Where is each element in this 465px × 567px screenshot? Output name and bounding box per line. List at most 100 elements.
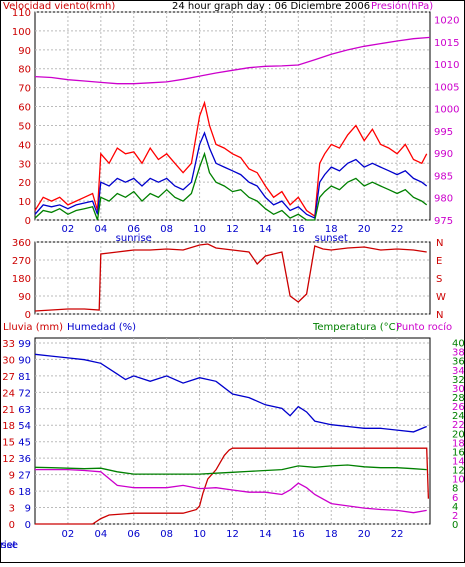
humidity-tick-label: 90 <box>18 355 31 366</box>
temperature-tick-label: 28 <box>452 393 465 404</box>
x-tick-label: 22 <box>391 529 404 540</box>
series-line-dewpoint <box>35 468 427 514</box>
rain-tick-label: 6 <box>9 487 15 498</box>
temperature-tick-label: 38 <box>452 348 465 359</box>
temperature-tick-label: 36 <box>452 357 465 368</box>
wind-speed-tick-label: 110 <box>12 8 31 19</box>
pressure-tick-label: 985 <box>434 171 453 182</box>
humidity-tick-label: 81 <box>18 372 31 383</box>
temperature-tick-label: 22 <box>452 420 465 431</box>
rain-tick-label: 33 <box>2 339 15 350</box>
wind-speed-tick-label: 100 <box>12 27 31 38</box>
pressure-tick-label: 1000 <box>434 105 459 116</box>
series-line-temperature <box>34 464 427 475</box>
x-tick-label: 10 <box>193 224 206 235</box>
series-line-humidity <box>34 353 427 433</box>
wind-speed-tick-label: 30 <box>18 159 31 170</box>
temperature-tick-label: 18 <box>452 438 465 449</box>
temperature-tick-label: 40 <box>452 339 465 350</box>
x-tick-label: 02 <box>62 529 75 540</box>
wind-speed-tick-label: 40 <box>18 140 31 151</box>
x-tick-label: 22 <box>391 224 404 235</box>
x-tick-label: 06 <box>127 224 140 235</box>
wind-speed-tick-label: 0 <box>25 216 31 227</box>
humidity-tick-label: 63 <box>18 405 31 416</box>
sunrise-label: sunrise <box>0 540 18 551</box>
temperature-tick-label: 32 <box>452 375 465 386</box>
direction-tick-label: 360 <box>12 238 31 249</box>
humidity-tick-label: 54 <box>18 421 31 432</box>
x-tick-label: 20 <box>358 224 371 235</box>
series-line-wind-direction <box>34 243 427 312</box>
x-tick-label: 14 <box>259 224 272 235</box>
humidity-tick-label: 9 <box>25 504 31 515</box>
humidity-tick-label: 27 <box>18 471 31 482</box>
x-tick-label: 06 <box>127 529 140 540</box>
x-tick-label: 02 <box>62 224 75 235</box>
x-tick-label: 16 <box>292 224 305 235</box>
pressure-tick-label: 1015 <box>434 38 459 49</box>
pressure-tick-label: 995 <box>434 127 453 138</box>
wind-speed-tick-label: 60 <box>18 103 31 114</box>
pressure-axis-label: Presión(hPa) <box>371 0 433 12</box>
humidity-tick-label: 0 <box>25 520 31 531</box>
temperature-tick-label: 4 <box>452 502 458 513</box>
humidity-tick-label: 36 <box>18 454 31 465</box>
x-tick-label: 12 <box>226 224 239 235</box>
compass-tick-label: S <box>436 274 442 285</box>
rain-tick-label: 3 <box>9 504 15 515</box>
wind-speed-tick-label: 20 <box>18 178 31 189</box>
x-tick-label: 14 <box>259 529 272 540</box>
temperature-tick-label: 8 <box>452 484 458 495</box>
pressure-tick-label: 1020 <box>434 16 459 27</box>
x-tick-label: 08 <box>160 529 173 540</box>
x-tick-label: 10 <box>193 529 206 540</box>
humidity-tick-label: 45 <box>18 438 31 449</box>
wind-speed-axis-label: Velocidad viento(kmh) <box>3 1 115 12</box>
rain-tick-label: 30 <box>2 355 15 366</box>
compass-tick-label: W <box>436 292 446 303</box>
series-line-pressure <box>34 36 431 85</box>
pressure-tick-label: 990 <box>434 149 453 160</box>
humidity-tick-label: 72 <box>18 388 31 399</box>
series-line-low <box>34 151 428 221</box>
wind-speed-tick-label: 50 <box>18 121 31 132</box>
x-tick-label: 04 <box>94 529 107 540</box>
temperature-tick-label: 2 <box>452 511 458 522</box>
series-line-gust <box>34 100 428 218</box>
temperature-tick-label: 34 <box>452 366 465 377</box>
x-tick-label: 12 <box>226 529 239 540</box>
temperature-tick-label: 20 <box>452 429 465 440</box>
series-line-rain <box>35 447 430 525</box>
rain-axis-label: Lluvia (mm) <box>3 322 63 333</box>
x-tick-label: 08 <box>160 224 173 235</box>
x-tick-label: 18 <box>325 224 338 235</box>
temperature-tick-label: 0 <box>452 520 458 531</box>
temperature-tick-label: 16 <box>452 447 465 458</box>
sunrise-label: sunrise <box>116 233 152 244</box>
temperature-tick-label: 12 <box>452 466 465 477</box>
temperature-tick-label: 24 <box>452 411 465 422</box>
pressure-tick-label: 980 <box>434 194 453 205</box>
rain-tick-label: 15 <box>2 438 15 449</box>
pressure-tick-label: 975 <box>434 216 453 227</box>
compass-tick-label: N <box>436 238 443 249</box>
x-tick-label: 16 <box>292 529 305 540</box>
rain-tick-label: 24 <box>2 388 15 399</box>
humidity-axis-label: Humedad (%) <box>67 322 136 333</box>
rain-tick-label: 18 <box>2 421 15 432</box>
rain-tick-label: 12 <box>2 454 15 465</box>
x-tick-label: 20 <box>358 529 371 540</box>
wind-speed-tick-label: 80 <box>18 65 31 76</box>
direction-tick-label: 180 <box>12 274 31 285</box>
temperature-tick-label: 6 <box>452 493 458 504</box>
compass-tick-label: E <box>436 256 442 267</box>
graph-title: 24 hour graph day : 06 Diciembre 2006 <box>172 1 370 12</box>
humidity-tick-label: 99 <box>18 339 31 350</box>
temperature-axis-label: Temperatura (°C) <box>312 322 400 333</box>
rain-tick-label: 9 <box>9 471 15 482</box>
series-line-average <box>34 131 428 220</box>
x-tick-label: 18 <box>325 529 338 540</box>
